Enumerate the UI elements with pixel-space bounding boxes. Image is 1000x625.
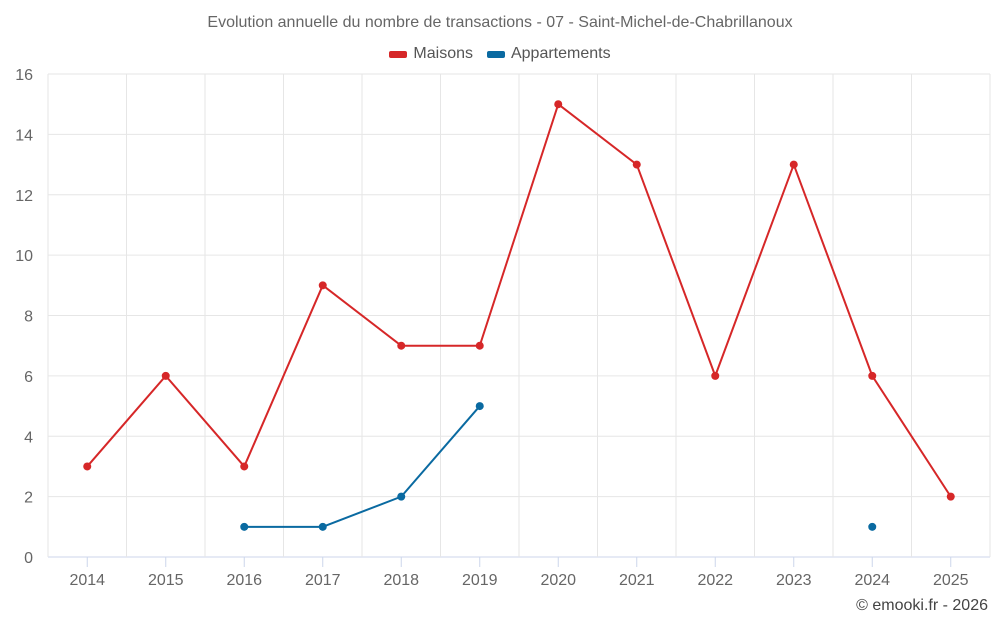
legend-swatch-maisons: [389, 50, 408, 58]
x-tick-label: 2021: [619, 572, 655, 589]
data-point-maisons: [475, 341, 484, 350]
data-point-appartements: [240, 522, 249, 531]
legend-swatch-appartements: [486, 50, 505, 58]
data-point-maisons: [240, 462, 249, 471]
series-line-maisons: [86, 103, 952, 498]
legend-label-appartements: Appartements: [510, 45, 611, 62]
y-tick-label: 2: [24, 490, 33, 507]
legend: Maisons Appartements: [0, 45, 1000, 63]
data-point-appartements: [868, 522, 877, 531]
x-tick-label: 2015: [148, 572, 184, 589]
data-point-maisons: [868, 371, 877, 380]
data-point-maisons: [397, 341, 406, 350]
data-point-maisons: [632, 160, 641, 169]
x-tick-label: 2022: [697, 572, 733, 589]
x-tick-label: 2017: [305, 572, 341, 589]
legend-label-maisons: Maisons: [413, 45, 473, 62]
x-tick-label: 2016: [226, 572, 262, 589]
data-point-appartements: [475, 402, 484, 411]
data-point-maisons: [554, 100, 563, 109]
y-tick-label: 10: [15, 248, 33, 265]
chart-title: Evolution annuelle du nombre de transact…: [207, 14, 793, 31]
data-point-maisons: [83, 462, 92, 471]
x-tick-label: 2018: [383, 572, 419, 589]
x-tick-label: 2014: [69, 572, 105, 589]
data-point-maisons: [711, 371, 720, 380]
y-tick-label: 6: [24, 369, 33, 386]
data-point-maisons: [946, 492, 955, 501]
y-tick-label: 8: [24, 309, 33, 326]
y-tick-label: 4: [24, 429, 33, 446]
credit-text: © emooki.fr - 2026: [856, 597, 988, 614]
x-tick-label: 2025: [933, 572, 969, 589]
series-line-appartements: [244, 405, 481, 528]
x-tick-label: 2020: [540, 572, 576, 589]
data-point-maisons: [318, 281, 327, 290]
y-tick-label: 14: [15, 127, 33, 144]
data-point-appartements: [397, 492, 406, 501]
data-point-maisons: [161, 371, 170, 380]
data-point-appartements: [318, 522, 327, 531]
x-tick-label: 2024: [854, 572, 890, 589]
legend-item-appartements[interactable]: Appartements: [486, 45, 611, 63]
y-tick-label: 16: [15, 67, 33, 84]
x-tick-label: 2023: [776, 572, 812, 589]
y-tick-label: 0: [24, 550, 33, 567]
data-point-maisons: [789, 160, 798, 169]
x-tick-label: 2019: [462, 572, 498, 589]
legend-item-maisons[interactable]: Maisons: [389, 45, 473, 63]
y-tick-label: 12: [15, 188, 33, 205]
